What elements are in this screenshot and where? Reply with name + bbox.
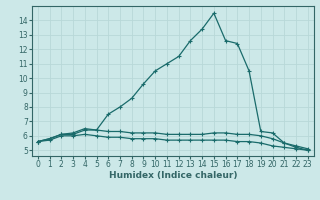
X-axis label: Humidex (Indice chaleur): Humidex (Indice chaleur)	[108, 171, 237, 180]
